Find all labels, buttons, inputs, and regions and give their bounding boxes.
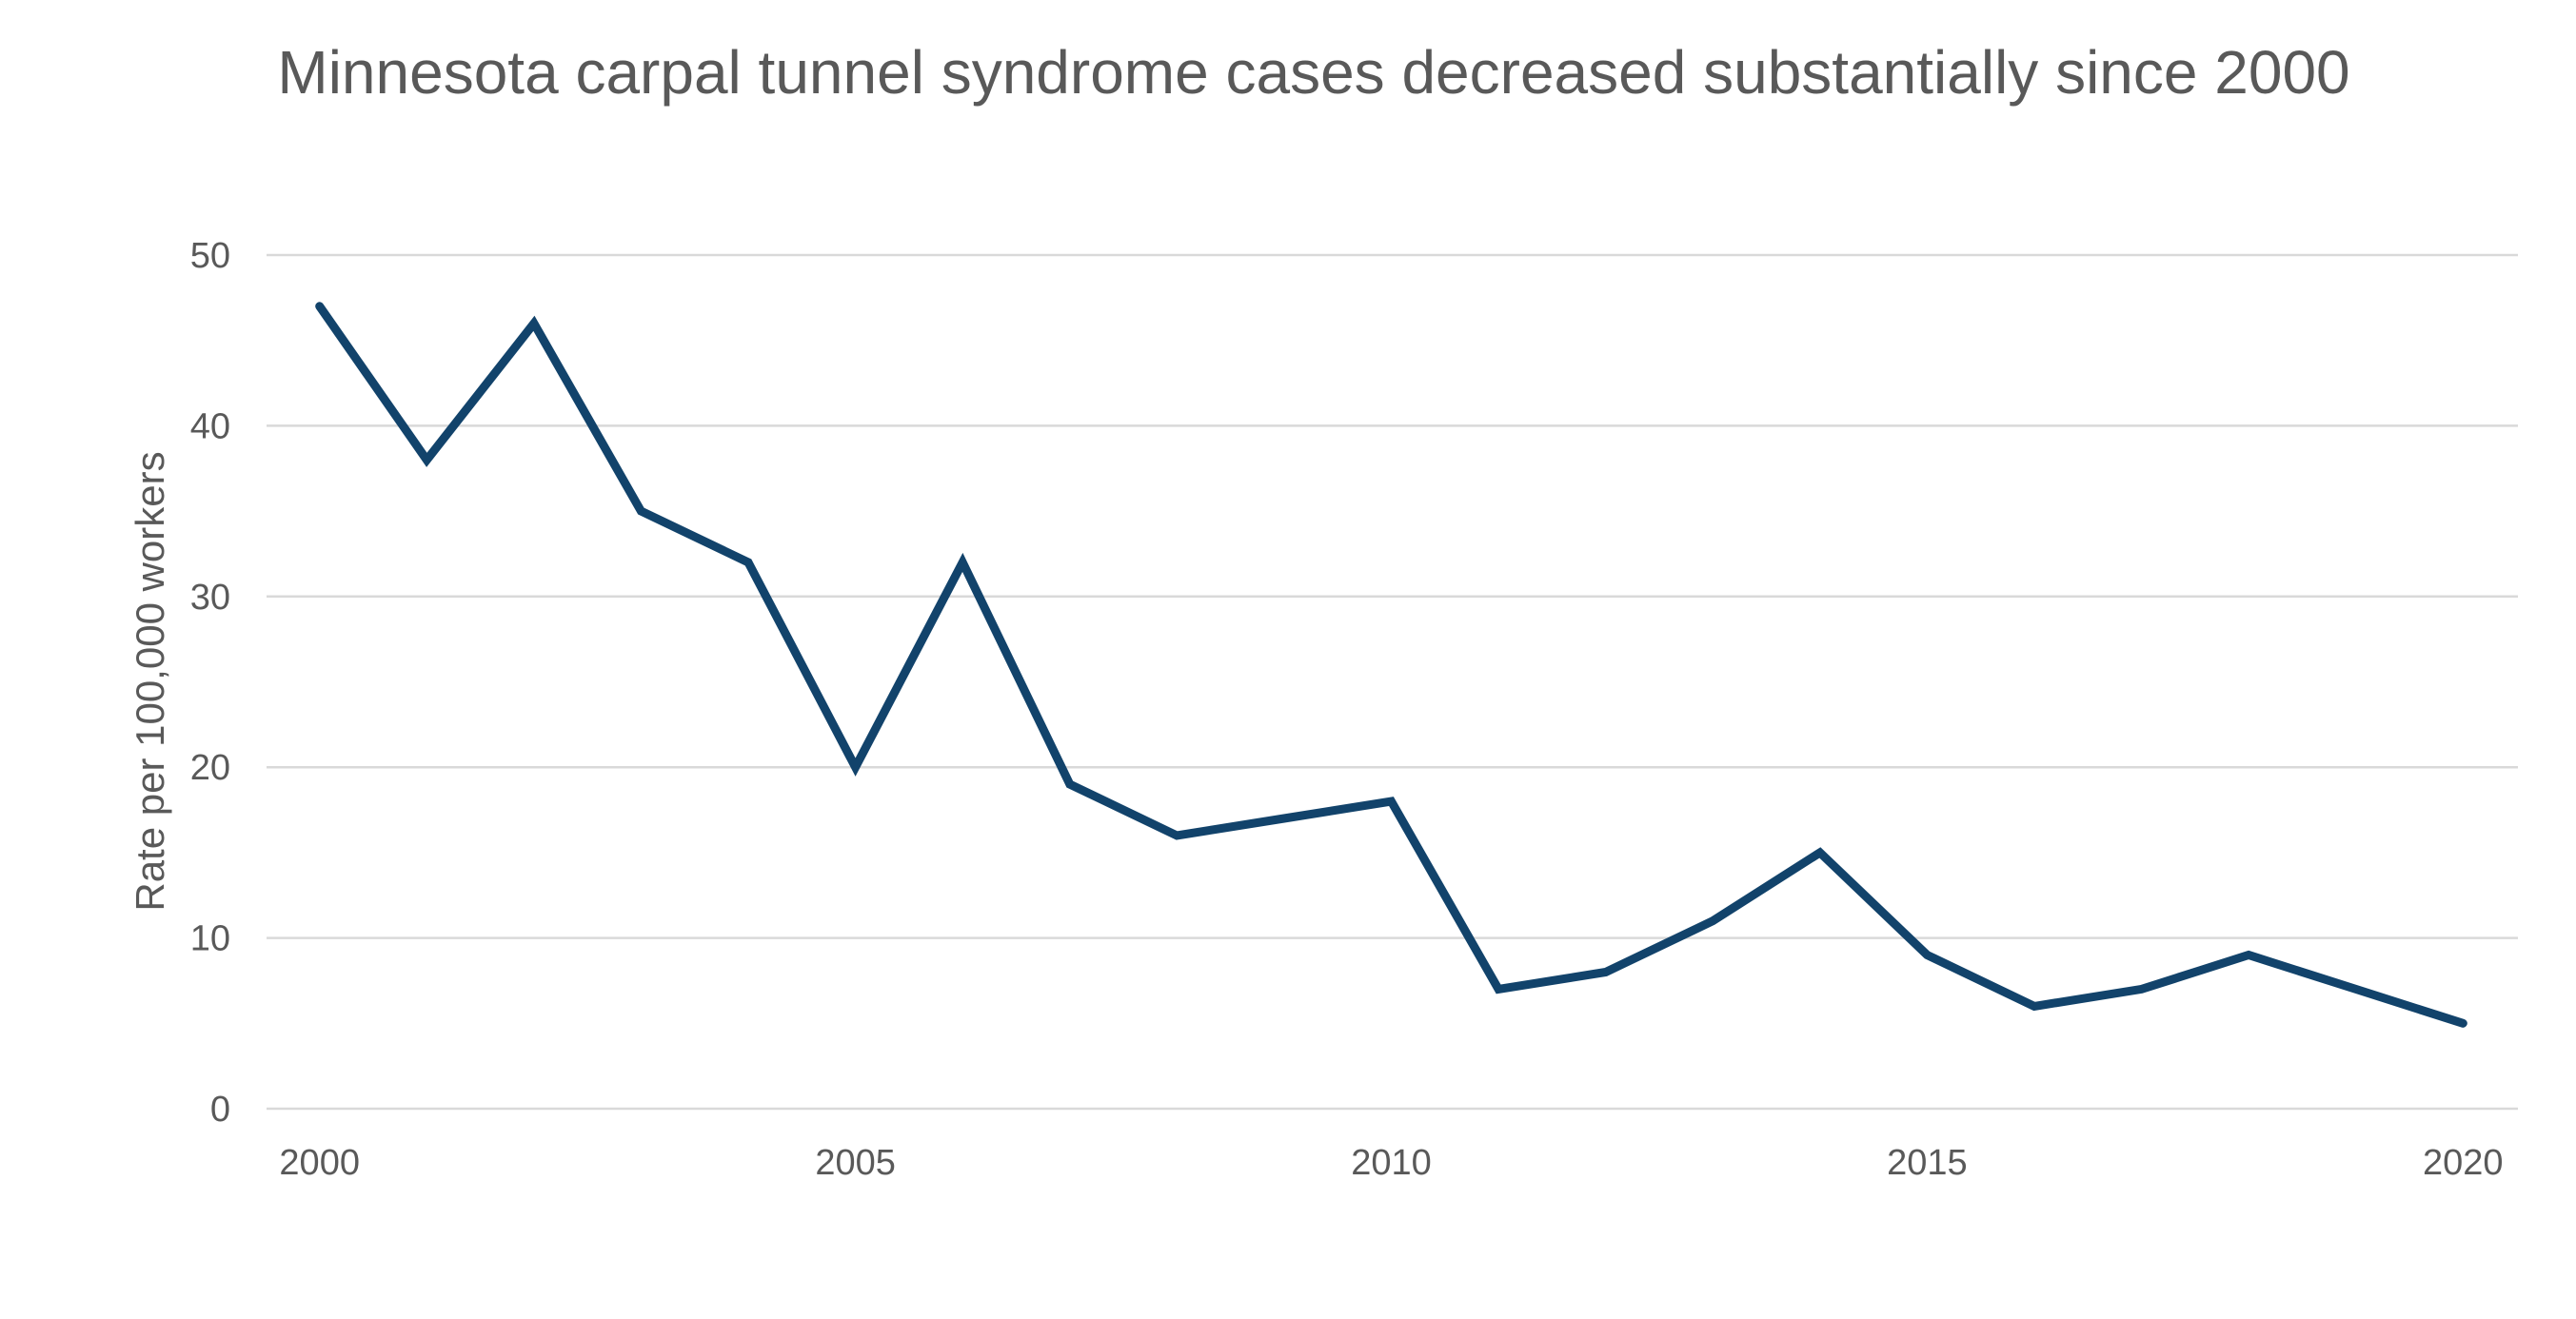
data-line (315, 302, 2467, 1028)
y-axis-tick-labels: 50 40 30 20 10 0 (190, 236, 230, 1130)
x-tick-label: 2000 (279, 1143, 360, 1183)
y-tick-label: 30 (190, 578, 230, 618)
x-tick-label: 2015 (1887, 1143, 1968, 1183)
y-tick-label: 10 (190, 919, 230, 959)
y-tick-label: 20 (190, 748, 230, 788)
x-tick-label: 2010 (1351, 1143, 1432, 1183)
y-tick-label: 40 (190, 406, 230, 446)
chart-title: Minnesota carpal tunnel syndrome cases d… (277, 38, 2349, 107)
x-axis-tick-labels: 2000 2005 2010 2015 2020 (279, 1143, 2503, 1183)
data-series-group (315, 302, 2467, 1028)
y-tick-label: 0 (210, 1090, 230, 1130)
y-axis-title: Rate per 100,000 workers (128, 451, 172, 911)
x-tick-label: 2005 (815, 1143, 896, 1183)
y-tick-label: 50 (190, 236, 230, 276)
x-tick-label: 2020 (2423, 1143, 2504, 1183)
gridlines-group (267, 253, 2518, 1111)
